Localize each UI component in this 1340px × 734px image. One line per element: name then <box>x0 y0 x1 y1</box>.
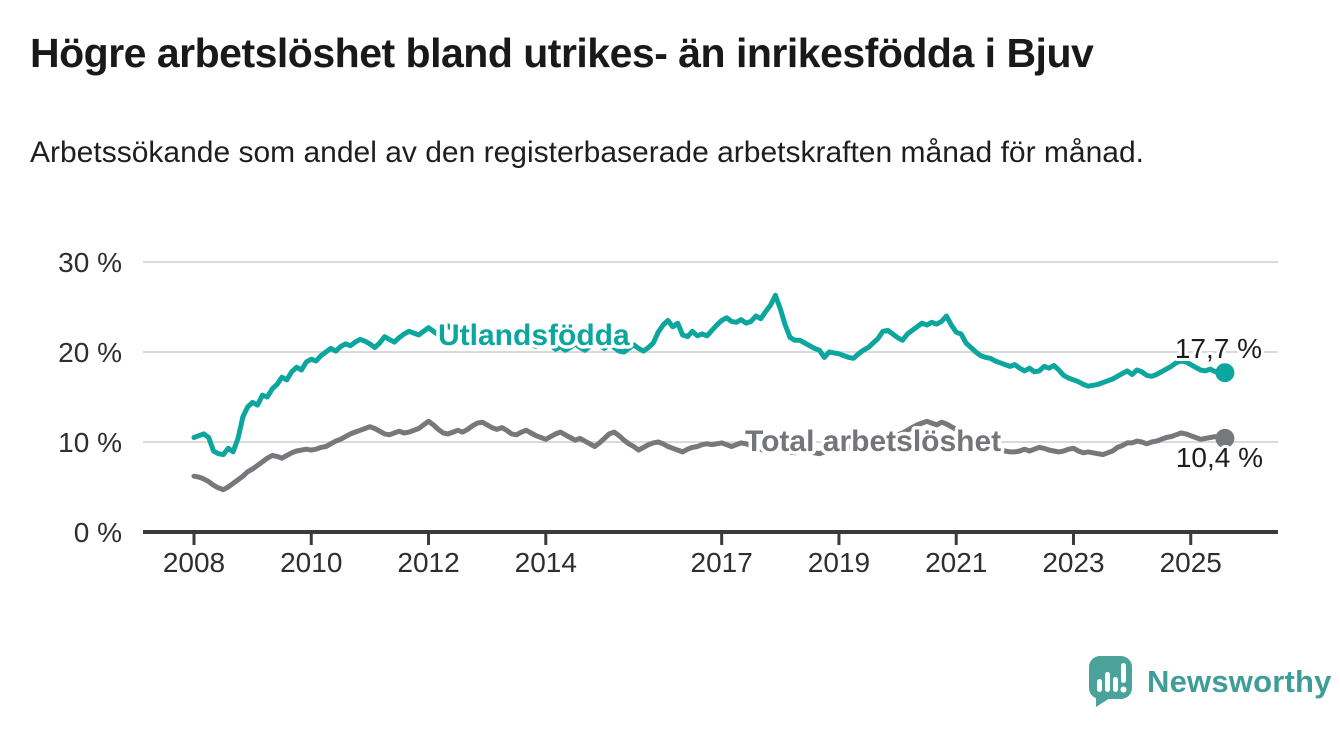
x-axis-label: 2019 <box>808 547 870 578</box>
page-title: Högre arbetslöshet bland utrikes- än inr… <box>30 30 1094 76</box>
utlandsfodda-line <box>191 292 1228 458</box>
newsworthy-brand-text: Newsworthy <box>1147 663 1332 699</box>
y-axis-label-30: 30 % <box>58 247 122 278</box>
x-axis-ticks <box>192 532 1193 545</box>
utlandsfodda-end-dot <box>1215 363 1235 383</box>
end-value-utlandsfodda: 17,7 % <box>1175 333 1262 364</box>
total-arbetsloshet-line <box>191 418 1228 493</box>
end-value-total: 10,4 % <box>1176 442 1263 473</box>
x-axis-label: 2023 <box>1042 547 1104 578</box>
newsworthy-logo-icon <box>1089 656 1132 707</box>
x-axis-label: 2010 <box>280 547 342 578</box>
newsworthy-logo: Newsworthy <box>1087 655 1332 708</box>
x-axis-label: 2014 <box>515 547 577 578</box>
x-axis-label: 2008 <box>163 547 225 578</box>
y-axis-label-0: 0 % <box>74 517 122 548</box>
x-axis-labels: 2008 2010 2012 2014 2017 2019 2021 2023 2025 <box>163 547 1222 578</box>
y-axis-label-10: 10 % <box>58 427 122 458</box>
x-axis-label: 2012 <box>397 547 459 578</box>
x-axis-label: 2025 <box>1160 547 1222 578</box>
series-label-utlandsfodda: Utlandsfödda <box>438 319 630 352</box>
y-axis-label-20: 20 % <box>58 337 122 368</box>
series-label-total: Total arbetslöshet <box>745 425 1001 458</box>
total-end-dot <box>1215 428 1235 448</box>
x-axis-label: 2021 <box>925 547 987 578</box>
x-axis-label: 2017 <box>691 547 753 578</box>
chart-subtitle: Arbetssökande som andel av den registerb… <box>30 136 1144 169</box>
